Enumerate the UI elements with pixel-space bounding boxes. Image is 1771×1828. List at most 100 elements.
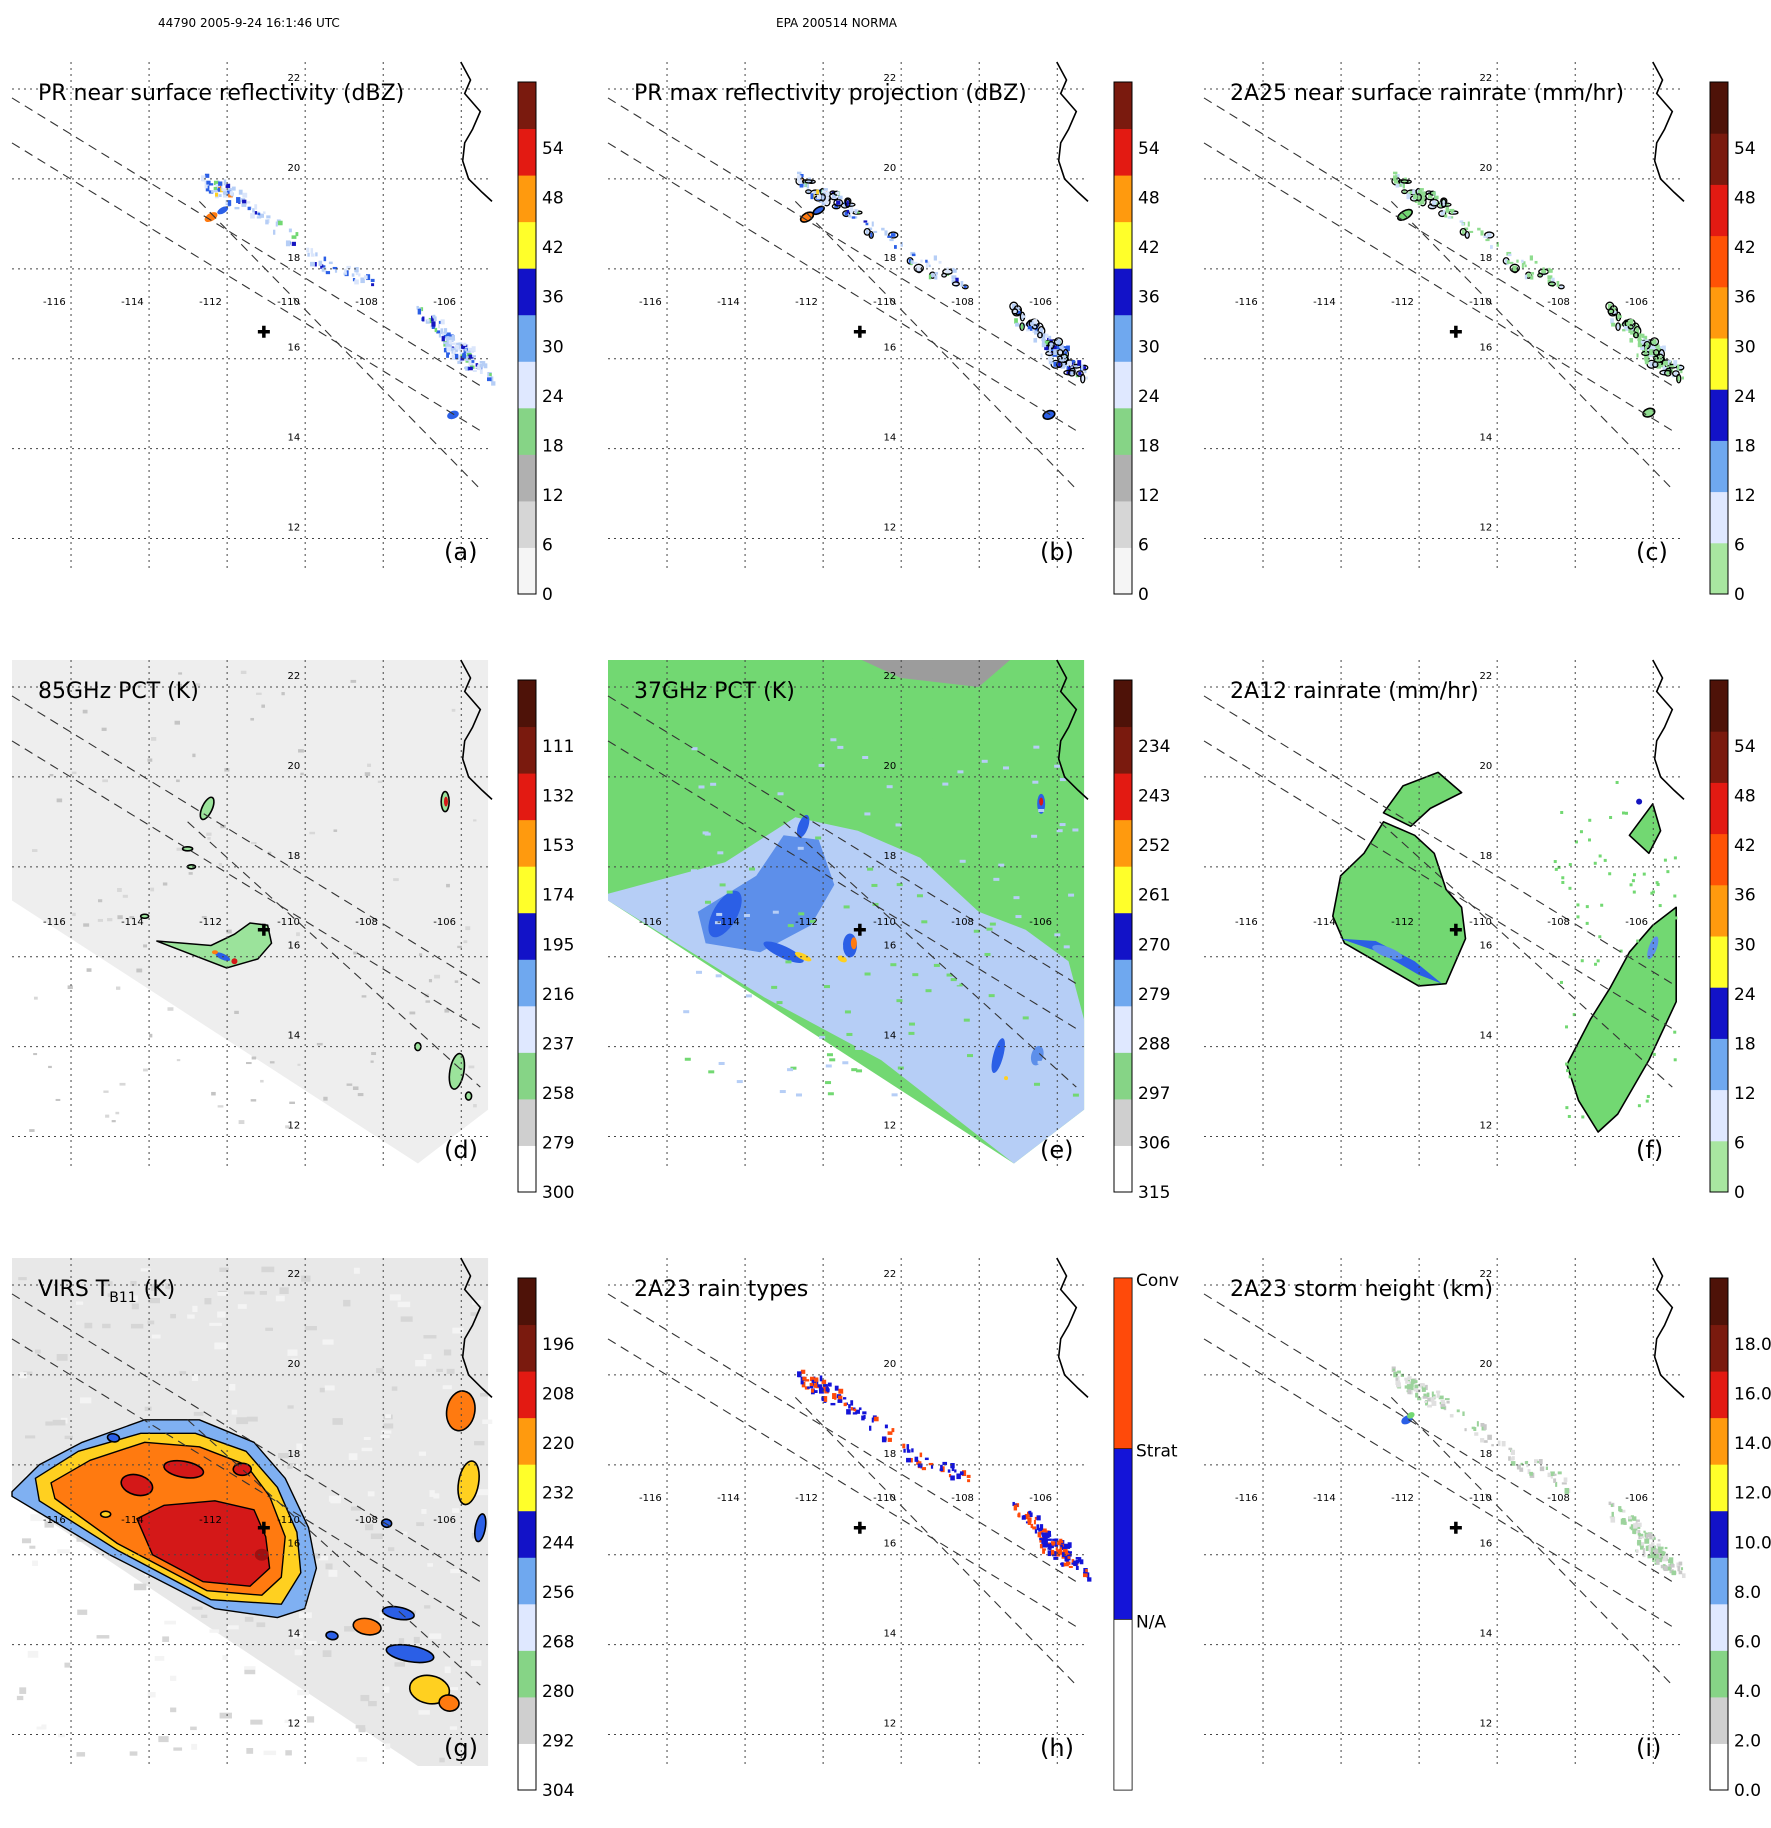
- radar-pixel: [451, 342, 456, 345]
- brightness-pixel: [473, 1104, 477, 1108]
- radar-pixel: [1610, 318, 1614, 324]
- colorbar-swatch: [518, 1371, 536, 1419]
- cloud-pixel: [191, 1743, 198, 1750]
- rain-pixel: [1554, 867, 1558, 871]
- latitude-tick-label: 20: [883, 761, 896, 772]
- radar-pixel: [1640, 346, 1645, 351]
- swath-background: [12, 660, 489, 1164]
- storm-center-marker: [257, 923, 270, 936]
- radar-pixel: [1040, 353, 1043, 358]
- radar-pixel: [1423, 1393, 1427, 1397]
- cloud-pixel: [76, 1752, 86, 1757]
- pct-pixel: [925, 989, 932, 993]
- brightness-pixel: [296, 932, 300, 937]
- radar-pixel: [1656, 362, 1662, 369]
- radar-pixel: [1650, 1549, 1656, 1554]
- contour-ring: [1047, 340, 1055, 350]
- brightness-pixel: [298, 749, 304, 753]
- radar-pixel: [865, 229, 869, 235]
- cloud-pixel: [193, 1411, 204, 1416]
- radar-pixel: [1058, 1550, 1062, 1554]
- colorbar-swatch: [518, 1005, 536, 1053]
- colorbar-swatch: [1114, 1052, 1132, 1100]
- radar-pixel: [1630, 330, 1634, 335]
- colorbar-swatch: [518, 1510, 536, 1558]
- longitude-tick-label: -112: [199, 297, 222, 308]
- radar-pixel: [861, 1415, 865, 1421]
- swath-edge: [607, 97, 1077, 387]
- radar-pixel: [1050, 1541, 1056, 1546]
- radar-pixel: [472, 355, 476, 358]
- brightness-pixel: [226, 929, 232, 934]
- radar-pixel: [801, 183, 806, 187]
- latitude-tick-label: 16: [883, 343, 896, 354]
- field-layer: [1391, 1366, 1686, 1579]
- swath-edge: [607, 1293, 1077, 1583]
- radar-pixel: [1547, 1472, 1551, 1478]
- longitude-tick-label: -116: [1235, 917, 1258, 928]
- radar-pixel: [1021, 324, 1024, 330]
- field-layer: [1332, 771, 1678, 1133]
- radar-pixel: [1491, 1444, 1494, 1447]
- colorbar-label: N/A: [1136, 1612, 1166, 1632]
- radar-pixel: [1047, 352, 1052, 355]
- field-layer: [795, 171, 1089, 420]
- pct-pixel: [830, 738, 837, 742]
- colorbar-swatch: [518, 819, 536, 867]
- heavy-rain: [1372, 944, 1403, 960]
- swath-edge: [11, 142, 481, 432]
- pct-pixel: [956, 983, 963, 987]
- colorbar-swatch: [1114, 680, 1132, 728]
- radar-pixel: [1085, 376, 1088, 380]
- cloud-pixel: [57, 1733, 65, 1738]
- brightness-pixel: [465, 926, 471, 931]
- colorbar-tick-label: 48: [542, 189, 564, 209]
- pct-pixel: [783, 996, 790, 1000]
- radar-pixel: [838, 1388, 844, 1394]
- radar-pixel: [1062, 1562, 1066, 1567]
- swath-edge: [783, 821, 1077, 1088]
- pct-pixel: [855, 1046, 862, 1050]
- rain-pixel: [1576, 915, 1580, 919]
- rain-pixel: [1642, 872, 1646, 876]
- radar-pixel: [256, 216, 262, 219]
- radar-pixel: [1060, 1544, 1063, 1548]
- colorbar-tick-label: 18: [1138, 436, 1160, 456]
- radar-pixel: [811, 1379, 817, 1383]
- longitude-tick-label: -106: [1029, 917, 1052, 928]
- cloud-pixel: [32, 1560, 39, 1567]
- radar-pixel: [1034, 1516, 1038, 1520]
- radar-pixel: [1542, 267, 1545, 273]
- radar-pixel: [1041, 1532, 1045, 1536]
- radar-pixel: [1415, 1389, 1421, 1393]
- radar-pixel: [1611, 1511, 1614, 1518]
- pct-pixel: [851, 1068, 858, 1072]
- colorbar-swatch: [518, 1464, 536, 1512]
- radar-pixel: [1059, 359, 1065, 362]
- radar-pixel: [1444, 1398, 1450, 1401]
- colorbar-swatch: [1710, 133, 1728, 185]
- radar-pixel: [1516, 259, 1519, 263]
- radar-pixel: [1637, 1522, 1642, 1527]
- radar-pixel: [951, 275, 957, 279]
- radar-pixel: [306, 247, 310, 253]
- radar-pixel: [1474, 1432, 1479, 1436]
- radar-pixel: [1638, 1533, 1644, 1537]
- radar-pixel: [226, 189, 231, 196]
- radar-pixel: [1445, 207, 1449, 213]
- radar-pixel: [1042, 1548, 1046, 1551]
- cloud-pixel: [107, 1293, 116, 1297]
- radar-pixel: [1042, 1536, 1046, 1541]
- radar-pixel: [963, 285, 967, 289]
- radar-pixel: [1655, 359, 1661, 362]
- radar-pixel: [206, 180, 211, 185]
- cloud-pixel: [148, 1298, 160, 1304]
- radar-pixel: [314, 262, 317, 267]
- radar-pixel: [925, 259, 928, 263]
- radar-pixel: [1539, 1466, 1545, 1472]
- pct-pixel: [826, 1053, 833, 1057]
- brightness-pixel: [267, 851, 272, 856]
- colorbar-swatch: [1114, 866, 1132, 914]
- heavy-rain: [1030, 1045, 1044, 1066]
